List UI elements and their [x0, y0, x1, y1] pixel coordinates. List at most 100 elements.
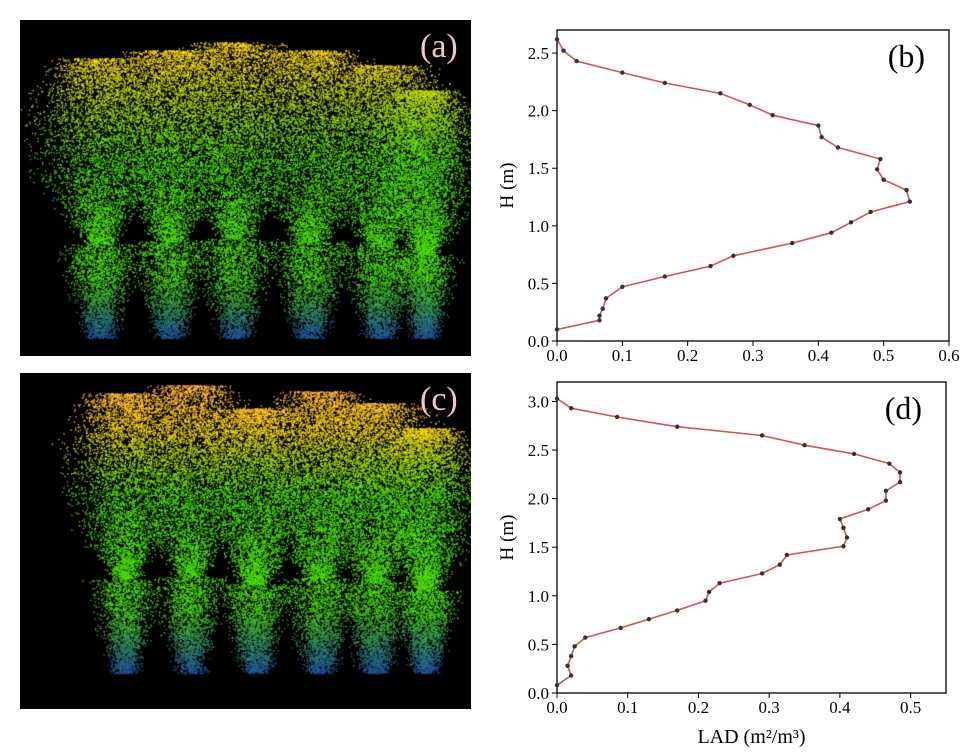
- chart-b-point-18: [835, 145, 841, 150]
- chart-d-series-line: [556, 397, 901, 686]
- chart-b-xtick-label-3: 0.3: [742, 346, 763, 365]
- chart-b-xtick-label-2: 0.2: [677, 346, 698, 365]
- chart-d-point-13: [777, 562, 782, 567]
- chart-b-ytick-label-4: 2.0: [528, 102, 549, 121]
- chart-d-point-28: [675, 424, 680, 429]
- chart-d-xtick-label-1: 0.1: [617, 698, 638, 717]
- chart-b-ytick-label-0: 0.0: [528, 332, 549, 351]
- chart-b-point-14: [904, 187, 909, 193]
- chart-b-point-0: [554, 327, 560, 332]
- chart-d-point-18: [837, 516, 843, 522]
- chart-b-xtick-label-6: 0.6: [938, 346, 959, 365]
- chart-b-point-10: [829, 230, 834, 235]
- chart-b-xtick-label-5: 0.5: [873, 346, 894, 365]
- chart-b-point-19: [819, 134, 824, 140]
- chart-d-point-8: [675, 608, 680, 613]
- chart-d-point-24: [887, 461, 892, 466]
- chart-b-ytick-label-1: 0.5: [528, 274, 549, 293]
- chart-d-point-12: [759, 571, 765, 576]
- chart-b-point-4: [603, 296, 609, 301]
- panel-label-c: (c): [420, 381, 458, 418]
- chart-d-point-7: [646, 616, 652, 622]
- point-cloud-image-a: [20, 20, 471, 356]
- chart-d-point-11: [717, 580, 722, 586]
- chart-b-series-line: [556, 38, 911, 331]
- chart-d-point-31: [554, 396, 560, 401]
- chart-d-point-29: [614, 414, 620, 420]
- panel-label-a: (a): [420, 28, 458, 65]
- chart-d-panel-label: (d): [885, 390, 922, 426]
- chart-b-point-6: [662, 274, 667, 279]
- chart-b-frame: [556, 29, 950, 342]
- chart-b-ytick-label-3: 1.5: [528, 159, 549, 178]
- chart-d-xtick-label-0: 0.0: [546, 698, 567, 717]
- chart-d-ytick-label-1: 0.5: [528, 635, 549, 654]
- chart-b-point-9: [790, 240, 795, 246]
- chart-b-point-26: [574, 58, 579, 64]
- chart-d-point-4: [572, 644, 577, 649]
- chart-d-point-22: [897, 479, 903, 485]
- chart-d-point-9: [703, 598, 708, 603]
- chart-b-xtick-label-0: 0.0: [546, 346, 567, 365]
- chart-d-point-27: [759, 433, 765, 438]
- chart-b-point-22: [747, 102, 752, 108]
- chart-d-point-30: [568, 406, 574, 411]
- chart-d-ytick-label-3: 1.5: [528, 538, 549, 557]
- chart-b-ylabel: H (m): [497, 163, 518, 209]
- chart-d-point-21: [883, 488, 889, 494]
- chart-b-point-12: [868, 209, 873, 215]
- chart-b-point-20: [816, 123, 821, 128]
- chart-b-point-24: [662, 80, 667, 86]
- chart-b-point-17: [878, 156, 883, 162]
- chart-d-point-17: [841, 525, 846, 530]
- chart-b-point-1: [597, 318, 602, 323]
- chart-d-ytick-label-0: 0.0: [528, 684, 549, 703]
- chart-b-ytick-label-2: 1.0: [528, 217, 549, 236]
- chart-b-xtick-label-1: 0.1: [612, 346, 633, 365]
- chart-d-point-6: [618, 625, 623, 631]
- chart-d-point-26: [802, 442, 807, 448]
- chart-d-point-23: [897, 470, 903, 475]
- chart-d-point-1: [568, 673, 574, 678]
- chart-d-point-20: [883, 498, 889, 503]
- chart-b-point-3: [600, 306, 605, 311]
- chart-d-point-10: [706, 589, 712, 595]
- point-cloud-canvas-c: [20, 373, 471, 709]
- chart-b-point-7: [708, 263, 713, 269]
- chart-b-point-25: [620, 70, 625, 75]
- chart-b-point-15: [881, 177, 886, 182]
- chart-d-frame: [556, 381, 947, 694]
- chart-d-ytick-label-4: 2.0: [528, 490, 549, 509]
- chart-d-xlabel: LAD (m²/m³): [697, 726, 805, 748]
- chart-d-xtick-label-2: 0.2: [688, 698, 709, 717]
- chart-d-xtick-label-4: 0.4: [829, 698, 851, 717]
- point-cloud-canvas-a: [20, 20, 471, 356]
- chart-b-point-2: [597, 313, 602, 318]
- chart-d-ytick-label-5: 2.5: [528, 441, 549, 460]
- chart-d-ytick-label-6: 3.0: [528, 392, 549, 411]
- chart-b-point-28: [554, 37, 560, 42]
- chart-b-point-11: [848, 220, 854, 225]
- chart-d-point-15: [841, 544, 846, 549]
- chart-d-point-5: [583, 635, 588, 640]
- chart-d-point-25: [851, 451, 857, 457]
- chart-d-ylabel: H (m): [497, 515, 518, 561]
- chart-d-xtick-label-3: 0.3: [759, 698, 780, 717]
- chart-b-point-5: [620, 284, 625, 290]
- point-cloud-image-c: [20, 373, 471, 709]
- chart-b-point-16: [874, 167, 880, 172]
- chart-d-point-0: [554, 683, 560, 688]
- chart-d-point-16: [844, 535, 850, 540]
- chart-b-point-23: [718, 91, 723, 96]
- chart-b-point-8: [731, 253, 736, 258]
- chart-b-point-13: [907, 199, 912, 204]
- chart-d-point-14: [784, 552, 790, 558]
- chart-d-xtick-label-5: 0.5: [900, 698, 921, 717]
- chart-b-panel-label: (b): [888, 38, 925, 74]
- chart-d-point-19: [866, 507, 871, 512]
- chart-d-ytick-label-2: 1.0: [528, 587, 549, 606]
- chart-d-point-2: [565, 663, 570, 668]
- chart-b-point-27: [561, 48, 566, 53]
- chart-b-ytick-label-5: 2.5: [528, 44, 549, 63]
